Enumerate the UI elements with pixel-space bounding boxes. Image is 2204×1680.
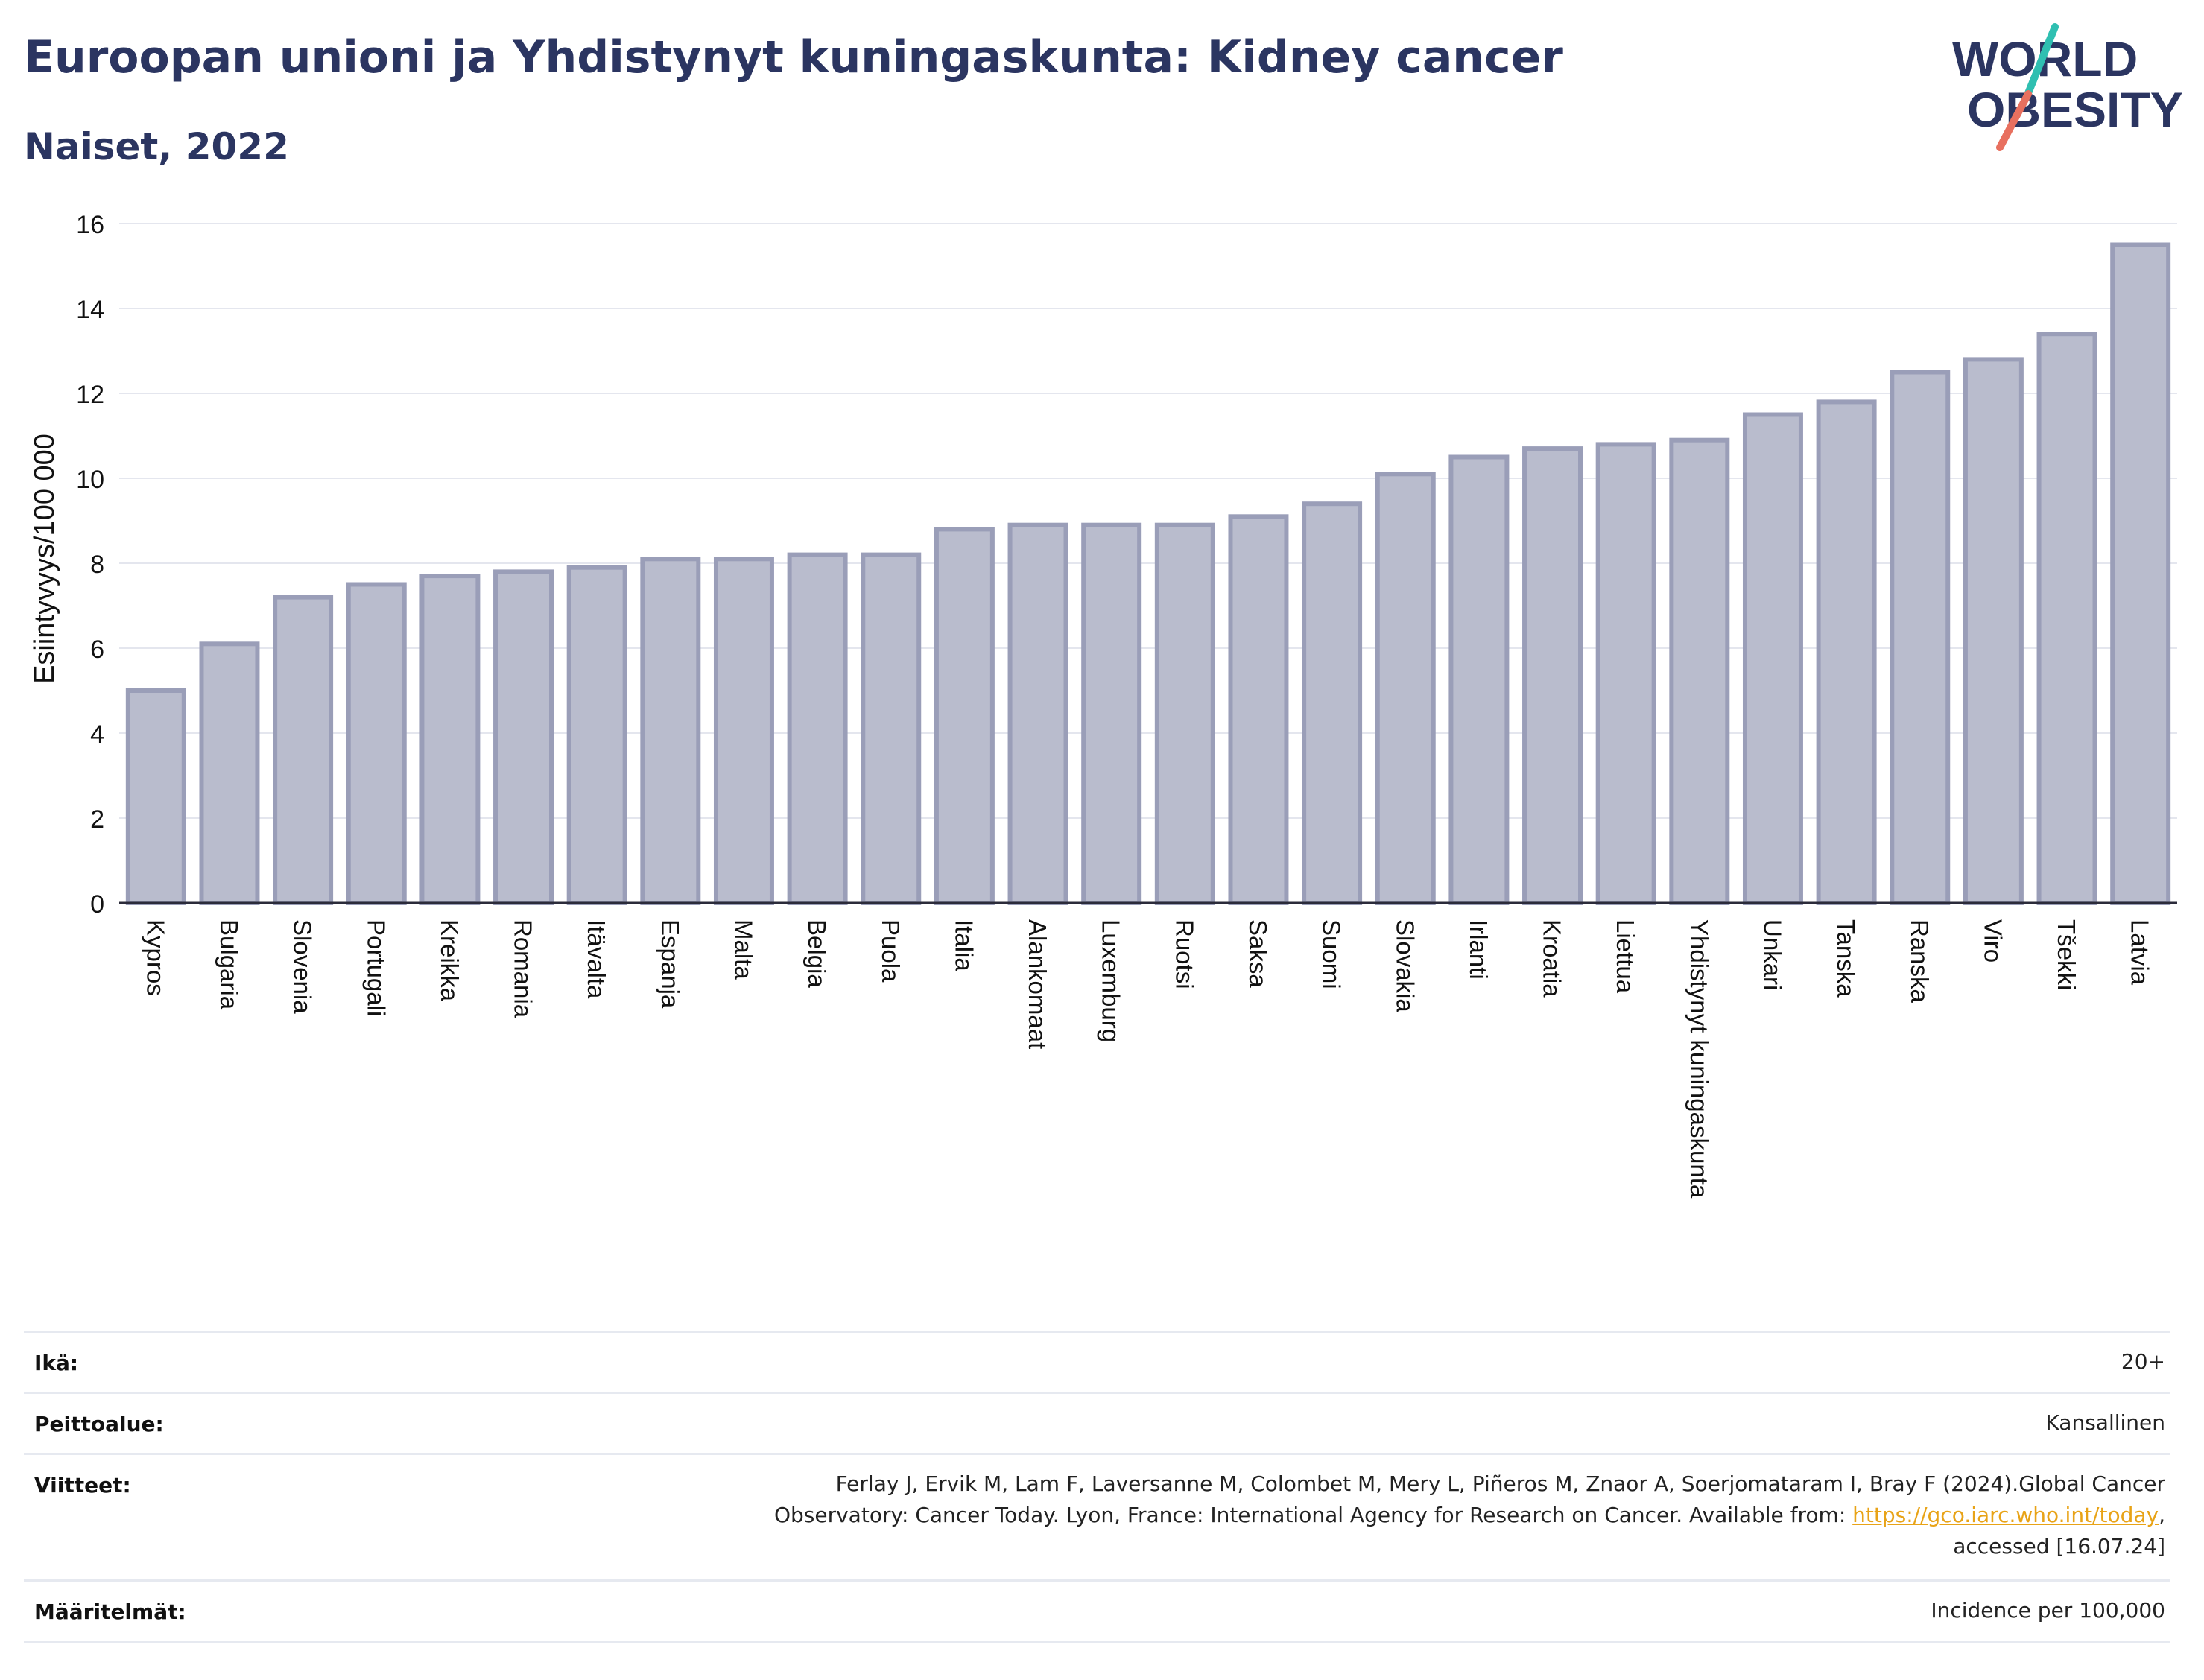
bar-kypros [125,688,186,905]
y-axis-label: Esiintyvyys/100 000 [29,434,60,684]
reference-line-2-suffix: , [2159,1503,2165,1527]
meta-row-definitions: Määritelmät: Incidence per 100,000 [24,1579,2170,1643]
bar-luxemburg [1081,522,1142,905]
bar-romania [493,569,554,906]
chart-title: Euroopan unioni ja Yhdistynyt kuningasku… [24,31,1563,83]
y-tick-label: 10 [76,466,104,494]
bar-slovenia [273,595,334,905]
x-tick-label: Ruotsi [1171,919,1198,989]
bar-alankomaat [1007,522,1068,905]
logo-slash-coral [1996,90,2032,151]
x-tick-label: Yhdistynyt kuningaskunta [1685,919,1713,1199]
x-tick-label: Malta [729,919,757,980]
x-tick-label: Ranska [1906,919,1934,1004]
bar-slovakia [1375,472,1436,905]
bar-suomi [1302,501,1363,905]
y-tick-label: 4 [90,720,104,749]
meta-row-references: Viitteet: Ferlay J, Ervik M, Lam F, Lave… [24,1453,2170,1580]
x-tick-label: Portugali [362,919,390,1016]
reference-line-2-text: Observatory: Cancer Today. Lyon, France:… [773,1503,1853,1527]
bar-kroatia [1522,446,1583,905]
x-tick-label: Slovenia [289,919,317,1014]
meta-row-coverage: Peittoalue: Kansallinen [24,1392,2170,1454]
meta-label-coverage: Peittoalue: [34,1412,164,1436]
reference-link[interactable]: https://gco.iarc.who.int/today [1852,1503,2159,1527]
meta-value-age: 20+ [2121,1349,2165,1374]
bar-malta [713,557,774,905]
bar-yhdistynyt-kuningaskunta [1669,437,1730,905]
x-tick-label: Romania [510,919,537,1018]
logo-word-obesity: OBESITY [1967,82,2183,137]
bar-itävalta [566,565,627,905]
x-tick-label: Belgia [803,919,831,988]
x-tick-label: Espanja [656,919,684,1009]
meta-value-coverage: Kansallinen [2045,1410,2165,1435]
x-tick-label: Kreikka [436,919,463,1002]
x-tick-label: Tšekki [2053,919,2080,990]
x-tick-label: Luxemburg [1098,919,1125,1042]
logo-slash-teal [2023,23,2059,101]
y-tick-label: 14 [76,296,104,324]
y-tick-label: 2 [90,805,104,834]
y-tick-label: 0 [90,890,104,919]
y-tick-label: 12 [76,381,104,409]
y-tick-label: 6 [90,635,104,664]
x-tick-label: Itävalta [583,919,610,999]
meta-label-age: Ikä: [34,1351,79,1375]
x-tick-label: Tanska [1832,919,1860,998]
bar-italia [934,527,995,906]
bar-belgia [787,552,848,905]
meta-label-references: Viitteet: [34,1473,131,1497]
bar-irlanti [1448,454,1510,905]
x-tick-label: Latvia [2127,919,2154,986]
x-tick-label: Alankomaat [1024,919,1051,1049]
bar-ranska [1890,370,1951,905]
meta-value-definitions: Incidence per 100,000 [1931,1598,2165,1623]
bar-kreikka [419,574,481,905]
y-tick-label: 8 [90,551,104,579]
x-tick-label: Slovakia [1391,919,1419,1012]
x-tick-label: Suomi [1318,919,1346,989]
meta-value-references: Ferlay J, Ervik M, Lam F, Laversanne M, … [774,1468,2165,1562]
bar-unkari [1742,412,1803,905]
bar-ruotsi [1154,522,1215,905]
x-tick-label: Bulgaria [215,919,243,1010]
axes: 0 2 4 6 8 10 12 14 16 Kypros Bulgaria Slovenia Portu… [76,211,2177,1199]
bar-bulgaria [199,641,260,905]
x-tick-label: Saksa [1244,919,1272,988]
chart-subtitle: Naiset, 2022 [24,125,289,168]
bar-saksa [1228,514,1289,905]
meta-label-definitions: Määritelmät: [34,1600,186,1624]
y-tick-label: 16 [76,211,104,239]
bars [125,242,2171,906]
x-tick-label: Viro [1979,919,2007,963]
x-tick-label: Irlanti [1465,919,1492,980]
x-tick-label: Liettua [1612,919,1639,994]
bar-chart: 0 2 4 6 8 10 12 14 16 Kypros Bulgaria Slovenia Portu… [29,211,2177,1199]
x-tick-label: Puola [877,919,905,983]
x-tick-label: Kypros [142,919,169,996]
bar-tanska [1816,399,1877,905]
world-obesity-logo: WORLD OBESITY [1952,23,2183,151]
bar-latvia [2110,242,2171,905]
bar-viro [1963,357,2024,905]
bar-tšekki [2036,332,2097,905]
meta-row-age: Ikä: 20+ [24,1331,2170,1392]
x-tick-label: Italia [950,919,978,971]
bar-liettua [1595,442,1656,905]
reference-line-3: accessed [16.07.24] [1953,1534,2165,1559]
reference-line-1: Ferlay J, Ervik M, Lam F, Laversanne M, … [835,1471,2165,1496]
metadata-table: Ikä: 20+ Peittoalue: Kansallinen Viittee… [24,1331,2170,1643]
reference-line-2: Observatory: Cancer Today. Lyon, France:… [774,1500,2165,1531]
x-tick-label: Kroatia [1539,919,1566,998]
x-tick-label: Unkari [1758,919,1786,990]
bar-puola [861,552,922,905]
bar-espanja [640,557,701,905]
bar-portugali [346,582,407,905]
